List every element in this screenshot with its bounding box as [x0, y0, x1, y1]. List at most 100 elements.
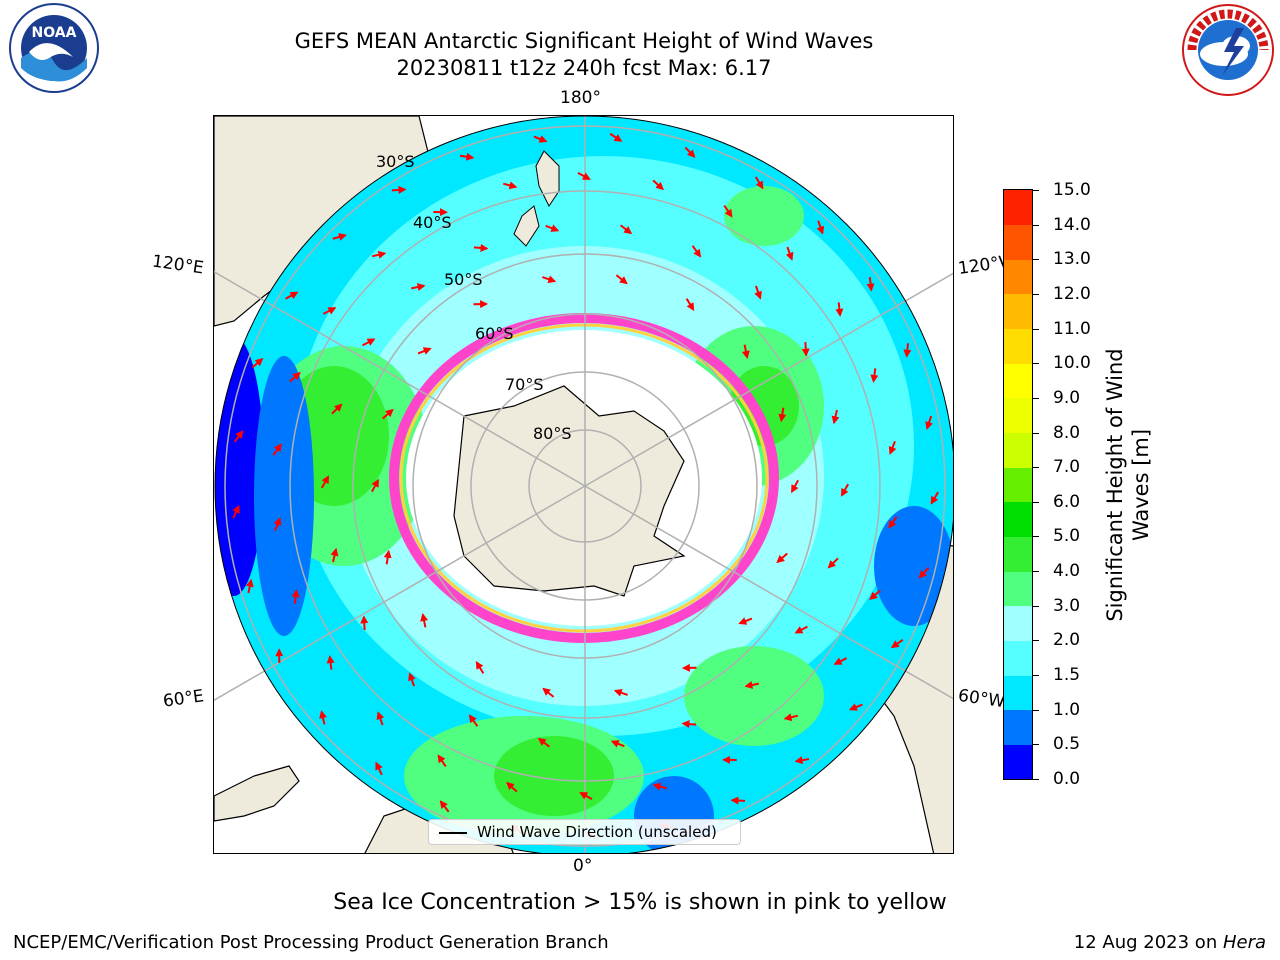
- wind-wave-arrow: [794, 756, 810, 765]
- wind-wave-arrow: [866, 277, 875, 292]
- colorbar-tick-label: 11.0: [1053, 318, 1091, 339]
- wind-wave-arrow: [273, 517, 282, 532]
- nws-logo: [1178, 2, 1278, 102]
- wind-wave-arrow: [681, 720, 697, 729]
- legend-line-swatch: [439, 832, 467, 834]
- graticule: [214, 116, 953, 853]
- wind-wave-arrow: [475, 660, 485, 674]
- colorbar-tick-label: 8.0: [1053, 422, 1081, 443]
- lon-label-lower-right: 60°W: [956, 685, 1007, 713]
- wind-wave-arrow: [468, 714, 479, 727]
- colorbar-segment: [1004, 571, 1032, 607]
- noaa-logo: NOAA: [3, 2, 105, 98]
- wind-wave-arrow: [833, 657, 848, 665]
- wind-wave-arrow: [233, 430, 244, 443]
- colorbar-tick-label: 14.0: [1053, 214, 1091, 235]
- colorbar-segment: [1004, 363, 1032, 399]
- colorbar-tick-label: 0.0: [1053, 769, 1081, 789]
- chart-title: GEFS MEAN Antarctic Significant Height o…: [294, 29, 874, 53]
- map-boundary: [214, 116, 953, 853]
- wind-wave-arrow: [331, 403, 343, 415]
- lat-label-70s: 70°S: [505, 375, 544, 394]
- wind-wave-arrow: [289, 371, 301, 383]
- wind-wave-arrow: [652, 782, 667, 791]
- wind-wave-arrow: [533, 135, 548, 143]
- polar-map: [213, 115, 954, 854]
- wind-wave-arrow: [613, 688, 628, 697]
- footer-date: 12 Aug 2023 on Hera: [1074, 932, 1266, 953]
- wind-wave-arrow: [930, 491, 939, 505]
- wind-wave-arrow: [652, 179, 664, 191]
- wind-wave-arrow: [870, 368, 879, 383]
- wind-wave-arrow: [785, 246, 794, 261]
- colorbar-tick-label: 4.0: [1053, 561, 1081, 582]
- wind-wave-arrow: [326, 655, 335, 670]
- wind-wave-arrow: [903, 343, 912, 358]
- colorbar-segment: [1004, 709, 1032, 745]
- wind-wave-arrow: [918, 567, 930, 579]
- wind-wave-arrow: [360, 615, 369, 630]
- sea-ice-edge-yellow: [399, 323, 769, 633]
- wind-wave-arrow: [371, 250, 387, 259]
- colorbar-segment: [1004, 675, 1032, 711]
- wind-wave-arrow: [684, 146, 696, 158]
- colorbar-segment: [1004, 744, 1032, 780]
- wind-wave-arrow: [439, 800, 450, 813]
- sea-ice-edge-pink: [389, 313, 779, 643]
- lon-label-lower-left: 60°E: [161, 686, 206, 712]
- wind-wave-arrow: [610, 740, 625, 748]
- colorbar-tick: [1033, 709, 1039, 711]
- lon-label-upper-left: 120°E: [150, 251, 205, 279]
- meridian-line: [214, 272, 953, 702]
- colorbar-tick-label: 1.0: [1053, 699, 1081, 720]
- colorbar-segment: [1004, 397, 1032, 434]
- wind-wave-arrow: [537, 737, 551, 748]
- wind-wave-arrow: [730, 796, 746, 805]
- colorbar-tick-label: 6.0: [1053, 491, 1081, 512]
- lat-label-80s: 80°S: [533, 424, 572, 443]
- wind-wave-arrow: [542, 275, 557, 284]
- polar-map-svg: [214, 116, 953, 853]
- colorbar-tick: [1033, 259, 1039, 261]
- colorbar-tick: [1033, 397, 1039, 399]
- colorbar-segment: [1004, 224, 1032, 260]
- wind-wave-arrow: [376, 711, 385, 726]
- wind-wave-arrow: [232, 504, 240, 519]
- colorbar-tick-label: 1.5: [1053, 665, 1081, 686]
- lat-label-30s: 30°S: [376, 152, 415, 171]
- colorbar-tick: [1033, 328, 1039, 330]
- colorbar-tick: [1033, 293, 1039, 295]
- wind-wave-arrow: [362, 338, 376, 347]
- colorbar-tick: [1033, 224, 1039, 226]
- wind-wave-arrow: [291, 589, 300, 604]
- lat-label-40s: 40°S: [413, 213, 452, 232]
- colorbar-segment: [1004, 190, 1032, 226]
- wind-wave-arrow: [272, 443, 282, 456]
- wind-wave-arrow: [888, 516, 898, 529]
- wind-wave-arrow: [778, 407, 787, 423]
- colorbar-segment: [1004, 501, 1032, 537]
- wind-wave-arrow: [776, 552, 788, 564]
- wind-wave-arrow: [723, 204, 733, 218]
- footer-credit: NCEP/EMC/Verification Post Processing Pr…: [13, 932, 609, 953]
- colorbar-segment: [1004, 536, 1032, 572]
- colorbar-tick-label: 15.0: [1053, 180, 1091, 200]
- wind-wave-arrow: [506, 781, 518, 793]
- colorbar-tick-label: 10.0: [1053, 353, 1091, 374]
- colorbar-segment: [1004, 259, 1032, 295]
- wind-wave-arrow: [411, 283, 426, 291]
- colorbar-tick-label: 12.0: [1053, 283, 1091, 304]
- wind-wave-arrow: [330, 547, 339, 563]
- colorbar-tick: [1033, 640, 1039, 642]
- colorbar-title: Significant Height of Wind Waves [m]: [1102, 348, 1154, 621]
- colorbar-tick: [1033, 432, 1039, 434]
- colorbar-title-line2: Waves [m]: [1129, 428, 1153, 542]
- lon-label-top: 180°: [560, 88, 601, 108]
- wind-wave-arrow: [503, 181, 518, 190]
- wind-wave-arrow: [319, 710, 327, 725]
- footer-host: Hera: [1222, 932, 1266, 953]
- colorbar-tick: [1033, 571, 1039, 573]
- colorbar-tick: [1033, 779, 1039, 780]
- wind-wave-arrow: [417, 347, 432, 355]
- lon-label-bottom: 0°: [573, 856, 593, 876]
